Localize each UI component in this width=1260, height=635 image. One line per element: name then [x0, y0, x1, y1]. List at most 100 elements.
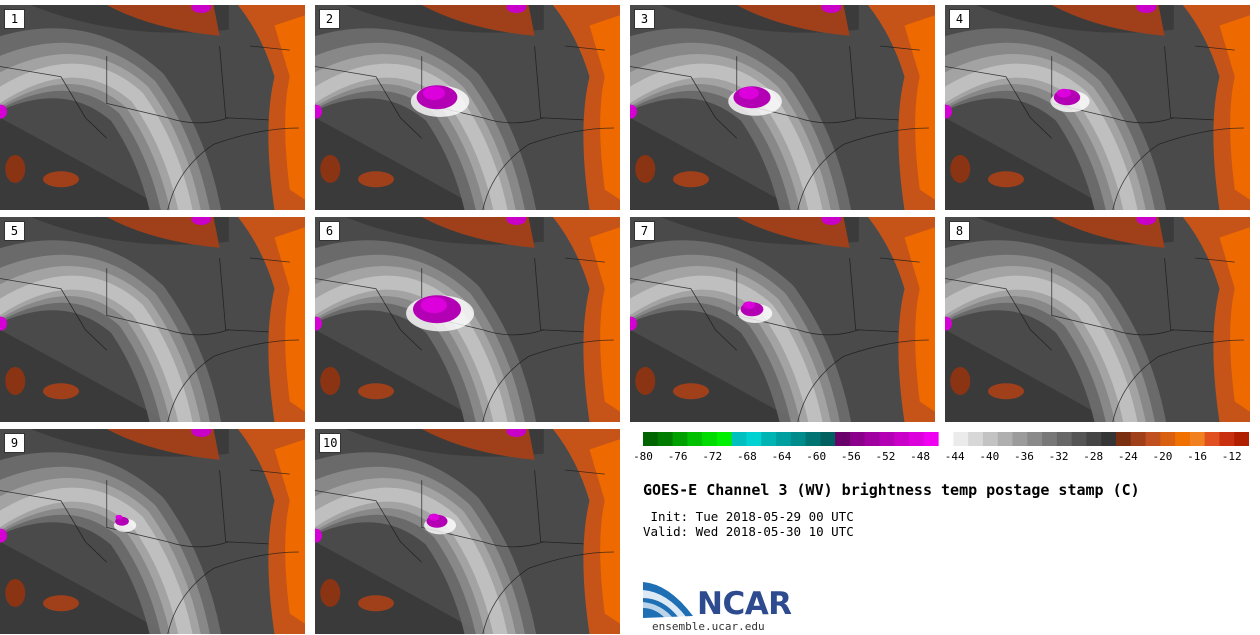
map-boundary: [630, 66, 738, 139]
colorbar-tick-label: -24: [1117, 450, 1138, 463]
map-boundary: [0, 490, 108, 563]
map-boundary: [167, 551, 299, 634]
map-boundary: [945, 278, 1053, 351]
colorbar-swatch: [731, 432, 747, 446]
colorbar-swatch: [1027, 432, 1043, 446]
colorbar-swatch: [953, 432, 969, 446]
colorbar-swatch: [864, 432, 880, 446]
map-boundary: [167, 127, 299, 210]
colorbar: [643, 432, 1249, 446]
colorbar-swatch: [1204, 432, 1220, 446]
map-boundary: [849, 257, 899, 333]
map-boundary: [219, 257, 269, 333]
map-boundary: [880, 257, 920, 263]
stamp-panel-3: 3: [630, 5, 935, 210]
map-boundary: [1164, 257, 1214, 333]
map-boundary: [219, 45, 269, 121]
stamp-map-3: [630, 5, 935, 210]
stamp-number: 2: [319, 9, 340, 29]
ncar-logo-icon: [643, 582, 693, 618]
colorbar-swatch: [790, 432, 807, 446]
stamp-map-2: [315, 5, 620, 210]
map-boundary: [534, 469, 584, 545]
stamp-panel-7: 7: [630, 217, 935, 422]
cold-cloud-blob: [1050, 88, 1090, 113]
stamp-number: 5: [4, 221, 25, 241]
map-boundary: [880, 45, 920, 51]
colorbar-swatch: [1130, 432, 1147, 446]
map-boundary: [250, 257, 290, 263]
stamp-panel-2: 2: [315, 5, 620, 210]
colorbar-swatch: [1145, 432, 1161, 446]
map-boundary: [482, 127, 614, 210]
colorbar-tick-label: -76: [667, 450, 688, 463]
colorbar-swatch: [1042, 432, 1058, 446]
map-boundary: [0, 278, 108, 351]
colorbar-tick-label: -16: [1187, 450, 1207, 463]
init-time: Init: Tue 2018-05-29 00 UTC: [643, 509, 854, 524]
stamp-map-9: [0, 429, 305, 634]
map-boundary: [849, 45, 899, 121]
colorbar-tick-label: -56: [840, 450, 861, 463]
map-boundary: [534, 257, 584, 333]
colorbar-swatch: [849, 432, 866, 446]
map-boundary: [565, 45, 605, 51]
stamp-number: 1: [4, 9, 25, 29]
stamp-map-10: [315, 429, 620, 634]
stamp-panel-9: 9: [0, 429, 305, 634]
colorbar-swatch: [657, 432, 674, 446]
colorbar-tick-label: -60: [806, 450, 827, 463]
colorbar-swatch: [716, 432, 733, 446]
map-boundary: [482, 551, 614, 634]
map-boundary: [1195, 257, 1235, 263]
colorbar-tick-label: -72: [702, 450, 723, 463]
map-boundary: [482, 117, 544, 124]
colorbar-swatch: [1234, 432, 1249, 446]
map-boundary: [219, 469, 269, 545]
map-boundary: [534, 45, 584, 121]
colorbar-swatch: [1115, 432, 1132, 446]
colorbar-swatch: [1219, 432, 1235, 446]
map-boundary: [106, 480, 168, 543]
map-boundary: [565, 469, 605, 475]
map-boundary: [315, 278, 423, 351]
colorbar-swatch: [1086, 432, 1102, 446]
map-boundary: [797, 117, 859, 124]
colorbar-swatch: [835, 432, 851, 446]
colorbar-swatch: [1071, 432, 1087, 446]
cold-cloud-blob: [737, 301, 773, 323]
colorbar-tick-label: -40: [979, 450, 1000, 463]
colorbar-tick-label: -12: [1221, 450, 1242, 463]
stamp-panel-1: 1: [0, 5, 305, 210]
map-boundary: [565, 257, 605, 263]
colorbar-swatch: [672, 432, 688, 446]
stamp-map-1: [0, 5, 305, 210]
colorbar-swatch: [894, 432, 910, 446]
stamp-number: 10: [319, 433, 342, 453]
map-boundary: [482, 329, 544, 336]
colorbar-swatch: [1175, 432, 1191, 446]
colorbar-swatch: [643, 432, 659, 446]
colorbar-swatch: [1160, 432, 1176, 446]
colorbar-swatch: [938, 432, 954, 446]
map-boundary: [0, 66, 108, 139]
stamp-map-4: [945, 5, 1250, 210]
stamp-map-5: [0, 217, 305, 422]
site-url: ensemble.ucar.edu: [652, 620, 765, 633]
map-boundary: [945, 66, 1053, 139]
map-boundary: [167, 117, 229, 124]
map-boundary: [1112, 329, 1174, 336]
colorbar-swatch: [997, 432, 1014, 446]
colorbar-tick-label: -64: [771, 450, 792, 463]
stamp-map-8: [945, 217, 1250, 422]
stamp-number: 7: [634, 221, 655, 241]
colorbar-swatch: [702, 432, 718, 446]
map-boundary: [167, 329, 229, 336]
stamp-panel-6: 6: [315, 217, 620, 422]
colorbar-tick-label: -52: [875, 450, 896, 463]
colorbar-swatch: [1189, 432, 1206, 446]
stamp-number: 4: [949, 9, 970, 29]
chart-title: GOES-E Channel 3 (WV) brightness temp po…: [643, 481, 1140, 499]
colorbar-swatch: [1101, 432, 1117, 446]
ncar-logo-text: NCAR: [697, 586, 792, 622]
